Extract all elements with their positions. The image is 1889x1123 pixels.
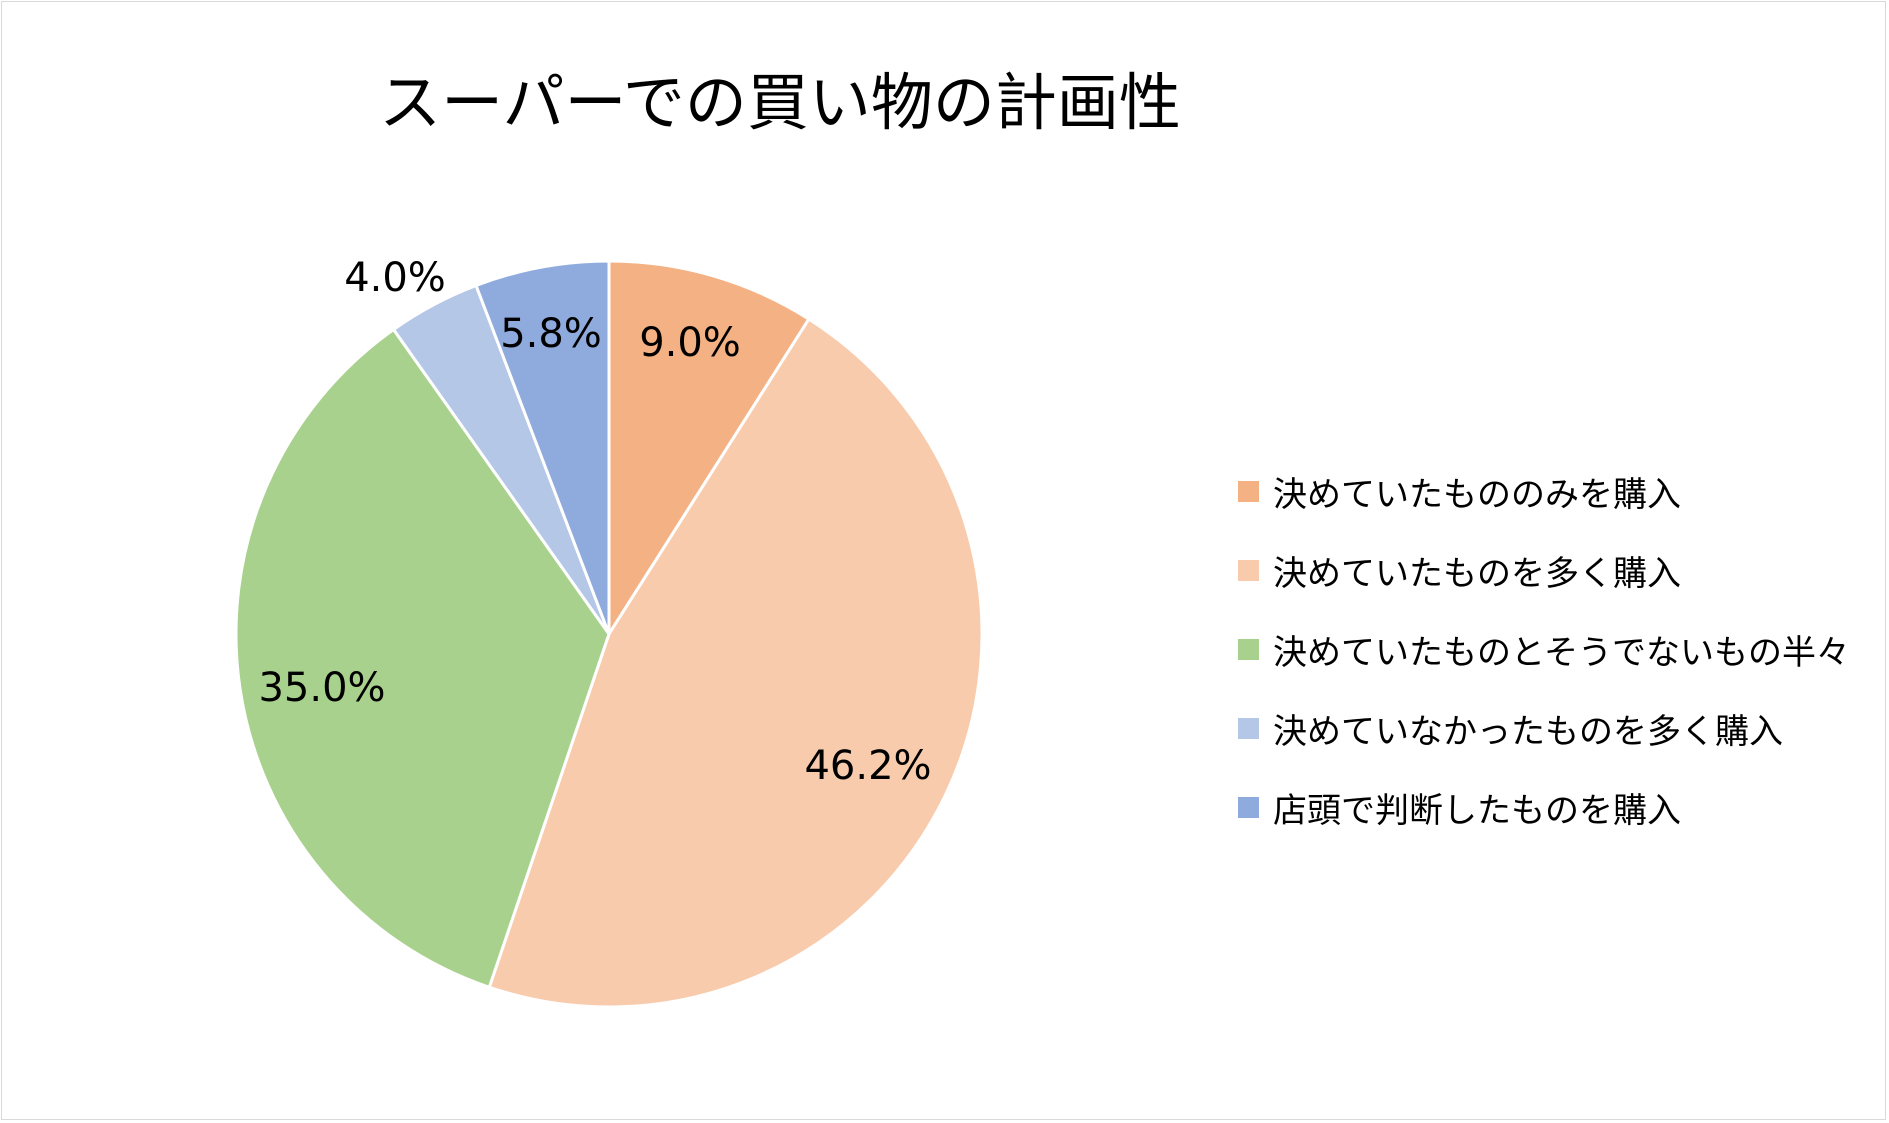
data-label: 5.8%	[500, 311, 602, 357]
legend-swatch	[1238, 481, 1259, 502]
pie-slice	[474, 259, 611, 635]
data-label: 35.0%	[258, 665, 385, 711]
chart-legend: 決めていたもののみを購入 決めていたものを多く購入 決めていたものとそうでないも…	[1238, 452, 1878, 847]
chart-title: スーパーでの買い物の計画性	[379, 66, 1181, 139]
legend-label: 決めていたもののみを購入	[1273, 475, 1681, 515]
legend-item: 決めていなかったものを多く購入	[1238, 689, 1878, 768]
legend-swatch	[1238, 639, 1259, 660]
legend-label: 決めていたものとそうでないもの半々	[1273, 633, 1850, 673]
legend-label: 店頭で判断したものを購入	[1273, 791, 1681, 831]
legend-label: 決めていなかったものを多く購入	[1273, 712, 1783, 752]
legend-item: 決めていたものとそうでないもの半々	[1238, 610, 1878, 689]
legend-item: 決めていたもののみを購入	[1238, 452, 1878, 531]
data-label: 4.0%	[344, 255, 446, 301]
legend-swatch	[1238, 560, 1259, 581]
legend-item: 決めていたものを多く購入	[1238, 531, 1878, 610]
legend-label: 決めていたものを多く購入	[1273, 554, 1681, 594]
legend-swatch	[1238, 797, 1259, 818]
pie-slice	[234, 327, 611, 990]
legend-item: 店頭で判断したものを購入	[1238, 768, 1878, 847]
data-label: 46.2%	[804, 743, 931, 789]
legend-swatch	[1238, 718, 1259, 739]
data-label: 9.0%	[639, 320, 741, 366]
pie-slice	[607, 259, 811, 640]
pie-slice	[487, 316, 984, 1009]
